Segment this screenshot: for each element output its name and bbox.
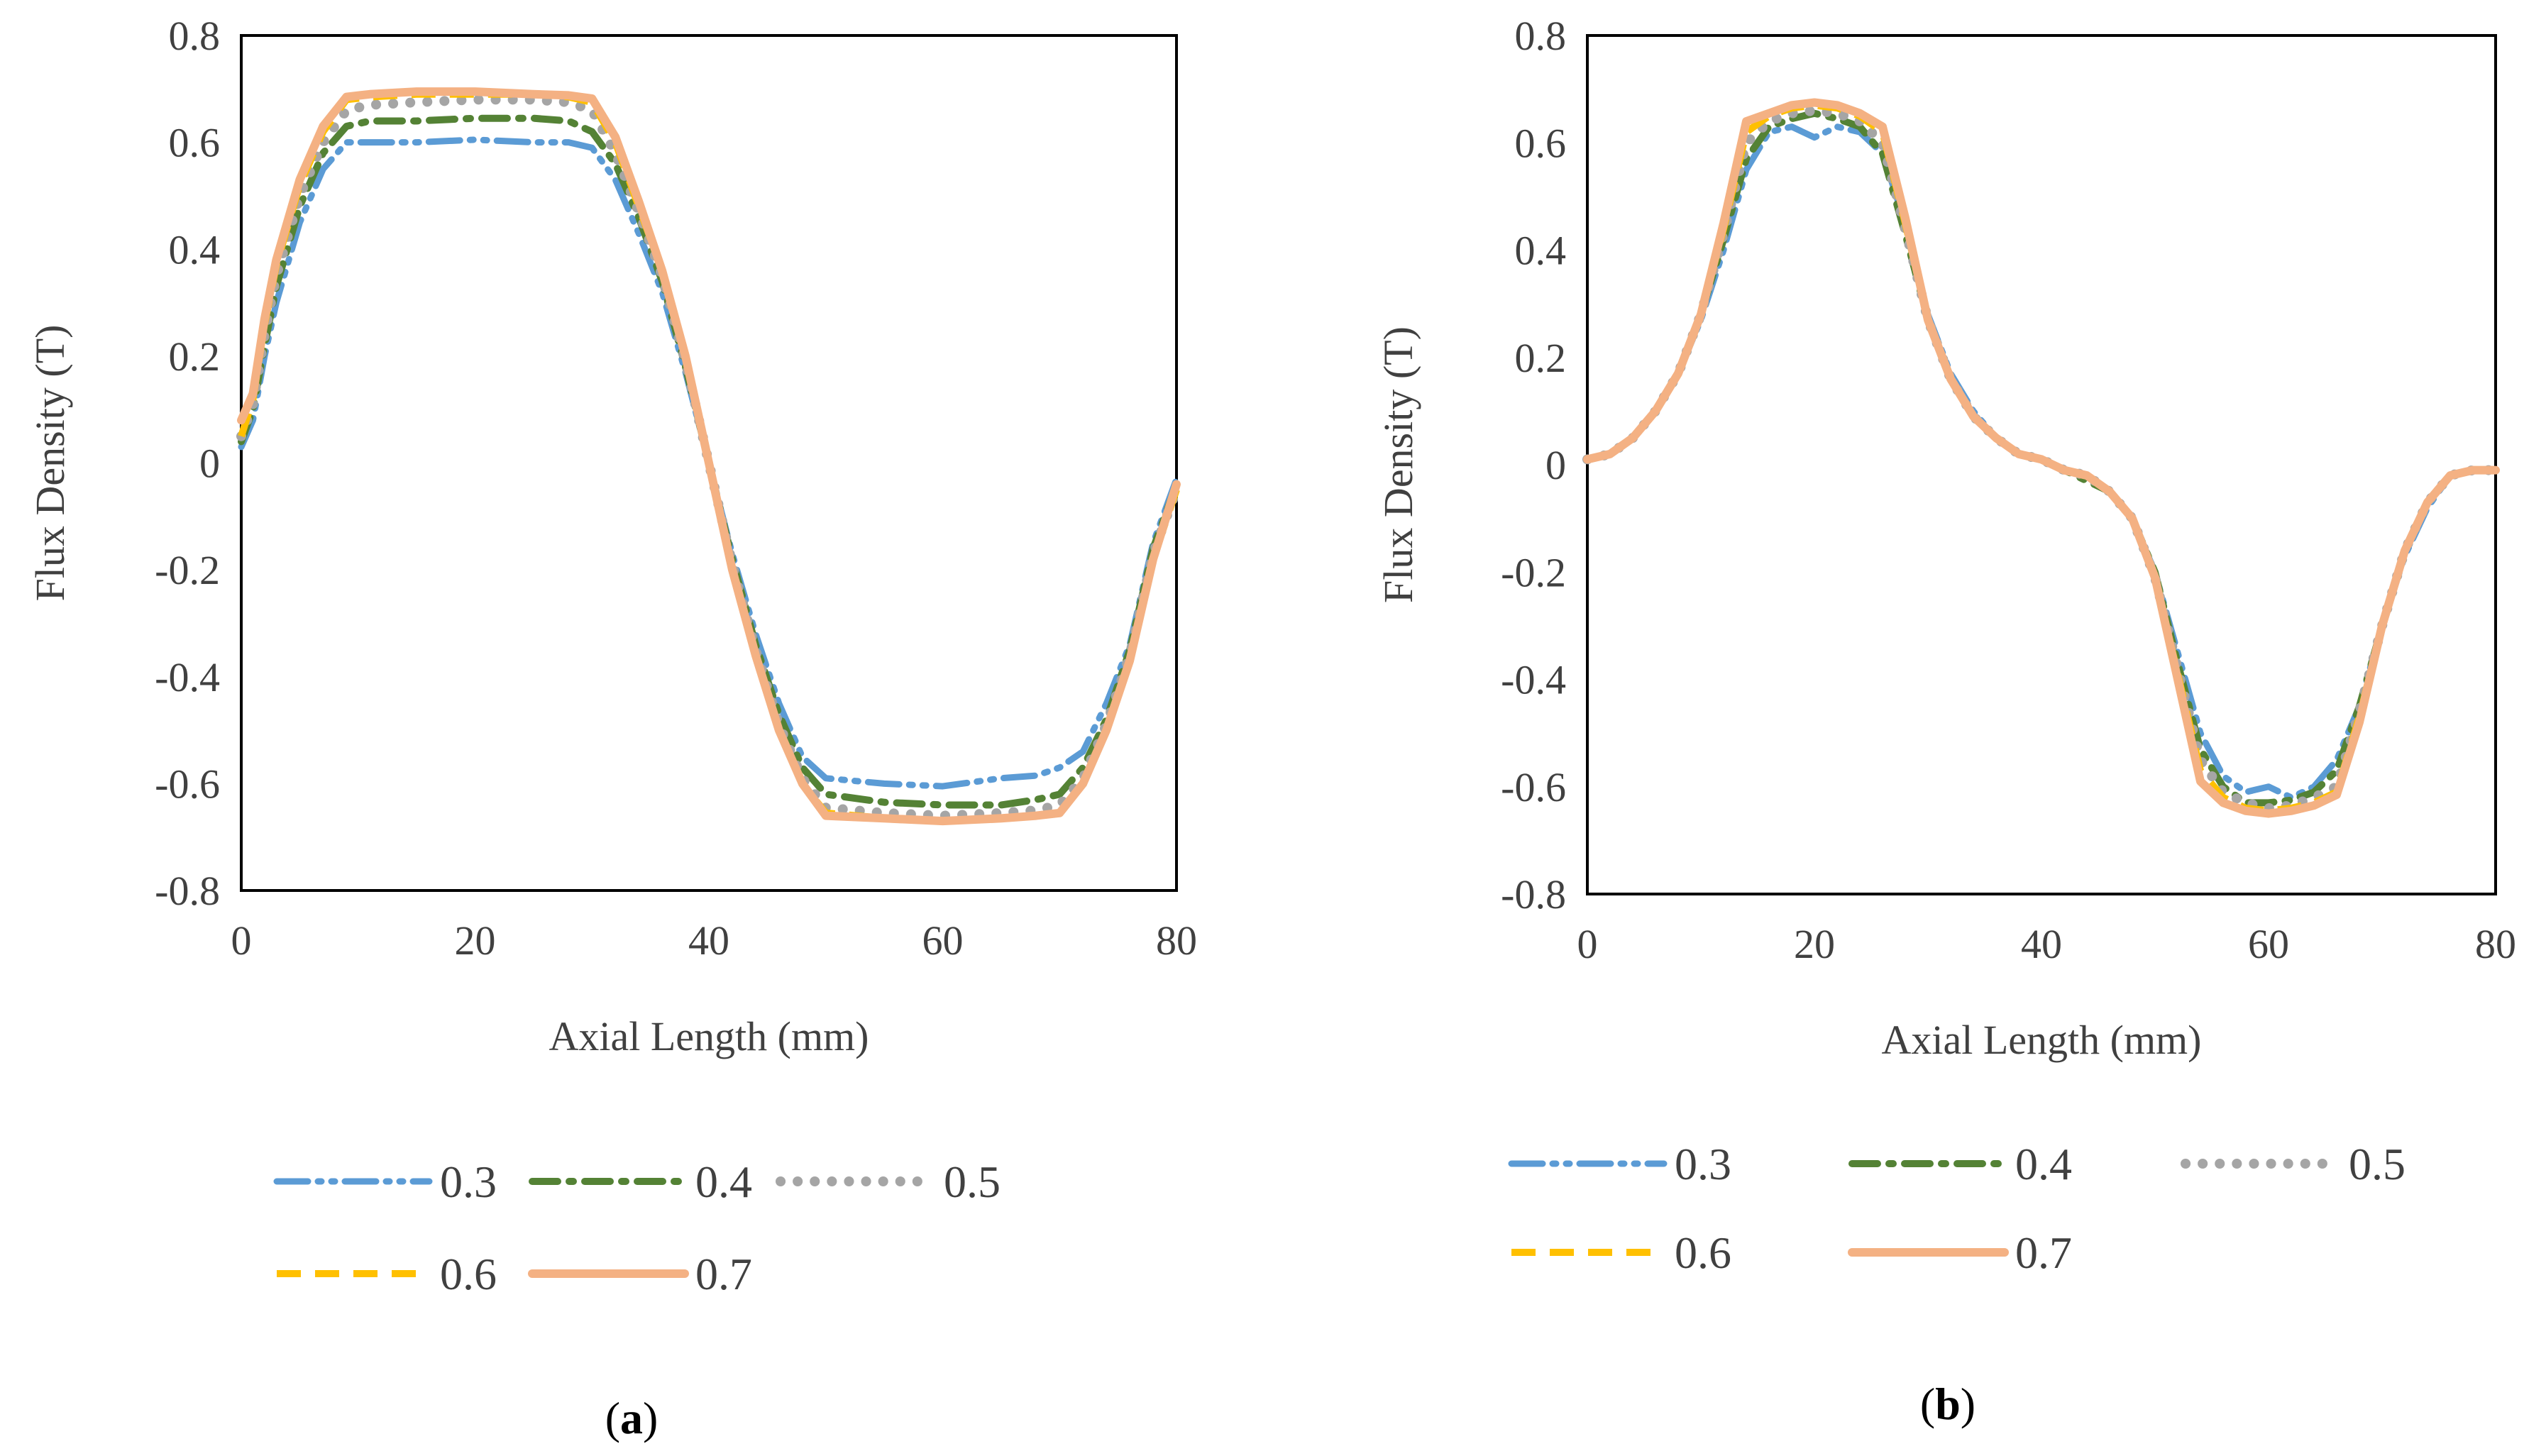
caption-b-letter: b bbox=[1935, 1379, 1961, 1429]
x-tick-label-b: 0 bbox=[1577, 921, 1598, 967]
legend-label-05-a: 0.5 bbox=[944, 1157, 1001, 1207]
caption-b: (b) bbox=[1920, 1379, 1975, 1429]
chart-panel-a: 0.80.60.40.20-0.2-0.4-0.6-0.80 20 40 60 80Ax… bbox=[27, 13, 1197, 1299]
legend-label-04-a: 0.4 bbox=[695, 1157, 752, 1207]
y-tick-label-b: 0 bbox=[1545, 442, 1566, 488]
x-tick-label-a: 80 bbox=[1156, 917, 1197, 964]
y-tick-label-a: 0.4 bbox=[169, 226, 221, 272]
y-tick-label-a: 0.8 bbox=[169, 13, 221, 59]
caption-a: (a) bbox=[605, 1393, 658, 1443]
y-tick-label-b: -0.6 bbox=[1501, 764, 1566, 810]
legend-label-07-b: 0.7 bbox=[2015, 1228, 2072, 1278]
y-tick-label-b: 0.4 bbox=[1515, 228, 1567, 274]
y-tick-label-b: 0.6 bbox=[1515, 120, 1567, 166]
legend-label-06-a: 0.6 bbox=[440, 1249, 497, 1299]
plot-frame-b bbox=[1586, 34, 2497, 895]
y-tick-label-b: -0.2 bbox=[1501, 549, 1566, 595]
y-tick-label-b: 0.2 bbox=[1515, 335, 1567, 381]
x-tick-label-a: 0 bbox=[231, 917, 252, 964]
y-axis-title-a: Flux Density (T) bbox=[27, 325, 73, 602]
y-tick-label-a: -0.8 bbox=[155, 868, 220, 914]
y-tick-label-b: -0.8 bbox=[1501, 871, 1566, 917]
series-line-07-b bbox=[1583, 98, 2500, 818]
legend-label-03-a: 0.3 bbox=[440, 1157, 497, 1207]
x-axis-title-b: Axial Length (mm) bbox=[1881, 1017, 2201, 1063]
y-axis-title-b: Flux Density (T) bbox=[1375, 326, 1421, 603]
legend-label-05-b: 0.5 bbox=[2349, 1139, 2406, 1189]
x-tick-label-a: 20 bbox=[455, 917, 496, 964]
caption-a-letter: a bbox=[620, 1393, 643, 1443]
y-tick-label-a: 0.2 bbox=[169, 333, 221, 380]
series-line-05-a bbox=[236, 94, 1181, 821]
x-tick-label-a: 40 bbox=[688, 917, 729, 964]
x-tick-label-b: 60 bbox=[2248, 921, 2289, 967]
legend-label-03-b: 0.3 bbox=[1675, 1139, 1731, 1189]
y-tick-label-b: 0.8 bbox=[1515, 13, 1567, 59]
x-tick-label-a: 60 bbox=[922, 917, 964, 964]
x-axis-title-a: Axial Length (mm) bbox=[549, 1013, 869, 1059]
y-tick-label-a: -0.2 bbox=[155, 547, 220, 593]
y-tick-label-b: -0.4 bbox=[1501, 657, 1566, 703]
legend-label-06-b: 0.6 bbox=[1675, 1228, 1731, 1278]
y-tick-label-a: 0 bbox=[199, 441, 220, 487]
legend-label-04-b: 0.4 bbox=[2015, 1139, 2072, 1189]
y-tick-label-a: 0.6 bbox=[169, 120, 221, 166]
x-tick-label-b: 20 bbox=[1794, 921, 1835, 967]
series-line-07-a bbox=[237, 87, 1181, 826]
chart-panel-b: 0.80.60.40.20-0.2-0.4-0.6-0.80 20 40 60 80Ax… bbox=[1375, 13, 2516, 1278]
legend-label-07-a: 0.7 bbox=[695, 1249, 752, 1299]
plot-frame-a bbox=[240, 34, 1178, 892]
y-tick-label-a: -0.4 bbox=[155, 654, 220, 700]
x-tick-label-b: 80 bbox=[2475, 921, 2516, 967]
x-tick-label-b: 40 bbox=[2021, 921, 2062, 967]
y-tick-label-a: -0.6 bbox=[155, 761, 220, 807]
